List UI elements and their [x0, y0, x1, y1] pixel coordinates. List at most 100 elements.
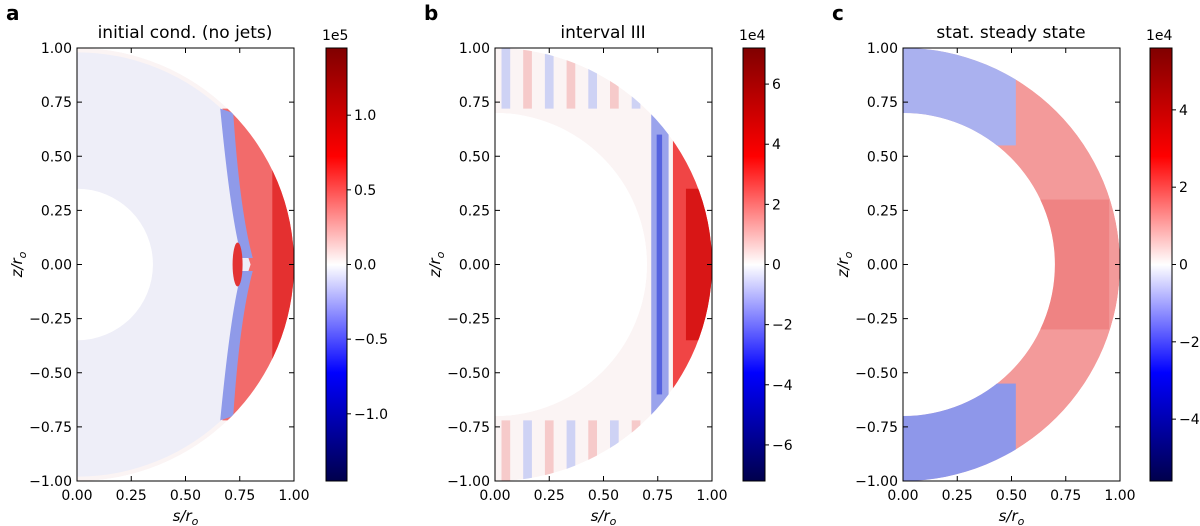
x-tick-label: 0.50 [170, 488, 201, 504]
colorbar-tick-label: 6 [772, 77, 781, 93]
y-axis-label: z/ro [426, 251, 447, 278]
colorbar-tick-label: −4 [1179, 412, 1200, 428]
x-tick-label: 0.75 [224, 488, 255, 504]
colorbar [1149, 47, 1173, 482]
y-tick-label: 0.00 [459, 258, 490, 274]
y-tick-label: 0.25 [867, 203, 898, 219]
y-tick-label: 0.75 [41, 95, 72, 111]
colorbar [742, 47, 766, 482]
x-axis-label: s/ro [173, 507, 199, 526]
x-tick-label: 0.25 [116, 488, 147, 504]
y-tick-label: −0.75 [447, 420, 490, 436]
y-tick-label: 0.25 [459, 203, 490, 219]
colorbar-tick-label: −2 [772, 318, 793, 334]
y-tick-label: 1.00 [459, 41, 490, 57]
y-tick-label: 0.50 [41, 149, 72, 165]
y-axis-label: z/ro [8, 251, 29, 278]
heatmap-stripe-bottom [501, 420, 511, 481]
heatmap-stripe-top [523, 48, 532, 109]
x-axis-label: s/ro [591, 507, 617, 526]
heatmap-equator-red [232, 242, 243, 287]
colorbar-tick-label: 0.5 [354, 183, 376, 199]
x-tick-label: 1.00 [696, 488, 727, 504]
colorbar-tick-label: −4 [772, 378, 793, 394]
x-tick-label: 1.00 [278, 488, 309, 504]
colorbar-tick-label: 2 [772, 197, 781, 213]
x-tick-label: 1.00 [1104, 488, 1135, 504]
colorbar-tick-label: 1.0 [354, 108, 376, 124]
y-tick-label: −0.75 [855, 420, 898, 436]
y-tick-label: −1.00 [855, 474, 898, 490]
colorbar-tick-label: −6 [772, 438, 793, 454]
x-axis-label: s/ro [999, 507, 1025, 526]
heatmap-stripe-top [544, 48, 554, 109]
panel-letter: a [6, 1, 20, 25]
y-tick-label: −1.00 [447, 474, 490, 490]
x-tick-label: 0.00 [887, 488, 918, 504]
colorbar [325, 47, 348, 482]
y-tick-label: −0.50 [447, 366, 490, 382]
x-axis-label-subscript: o [610, 515, 617, 526]
colorbar-tick-label: −0.5 [354, 332, 388, 348]
colorbar-tick-label: 0 [1179, 258, 1188, 274]
heatmap-stripe-bottom [523, 420, 532, 481]
heatmap-stripe-top [588, 48, 597, 109]
y-tick-label: −0.50 [855, 366, 898, 382]
y-tick-label: 0.75 [459, 95, 490, 111]
y-axis-label: z/ro [834, 251, 855, 278]
x-tick-label: 0.00 [479, 488, 510, 504]
heatmap-blue-core [656, 134, 663, 395]
colorbar-tick-label: 4 [1179, 103, 1188, 119]
y-tick-label: 1.00 [867, 41, 898, 57]
heatmap-halo [77, 52, 290, 477]
heatmap-stripe-bottom [588, 420, 597, 481]
heatmap-blue-band-top [220, 108, 253, 259]
y-tick-label: 0.50 [459, 149, 490, 165]
heatmap-field [77, 48, 294, 481]
y-tick-label: −0.25 [447, 312, 490, 328]
x-tick-label: 0.75 [642, 488, 673, 504]
panel-title: stat. steady state [936, 23, 1085, 43]
colorbar-multiplier: 1e4 [1146, 28, 1173, 44]
y-tick-label: −0.25 [29, 312, 72, 328]
heatmap-blue-band-bottom [220, 270, 253, 421]
panel-title: initial cond. (no jets) [98, 23, 273, 43]
colorbar-tick-label: 0 [772, 258, 781, 274]
y-tick-label: 0.00 [867, 258, 898, 274]
panel-a: 0.00 0.25 0.50 0.75 1.00 1.00 0.75 0.50 0.25 0.0 0… [6, 1, 388, 526]
panel-letter: b [424, 1, 438, 25]
heatmap-stripe-bottom [566, 420, 576, 481]
colorbar-tick-label: −1.0 [354, 407, 388, 423]
heatmap-stripe-top [501, 48, 511, 109]
colorbar-multiplier: 1e4 [739, 28, 766, 44]
heatmap-stripe-top [566, 48, 576, 109]
colorbar-tick-label: 4 [772, 137, 781, 153]
x-tick-label: 0.50 [588, 488, 619, 504]
colorbar-tick-label: −2 [1179, 335, 1200, 351]
colorbar-tick-label: 0.0 [354, 258, 376, 274]
y-tick-label: 0.25 [41, 203, 72, 219]
y-tick-label: 0.00 [41, 258, 72, 274]
colorbar-multiplier: 1e5 [322, 28, 348, 44]
y-axis-label-subscript: o [16, 251, 29, 258]
panel-title: interval III [560, 23, 645, 43]
panel-letter: c [832, 1, 844, 25]
y-tick-label: −0.25 [855, 312, 898, 328]
y-tick-label: 1.00 [41, 41, 72, 57]
colorbar-tick-label: 2 [1179, 180, 1188, 196]
y-axis-label-subscript: o [434, 251, 447, 258]
x-tick-label: 0.25 [942, 488, 973, 504]
x-axis-label-subscript: o [192, 515, 199, 526]
heatmap-shell [903, 48, 1120, 481]
y-tick-label: 0.75 [867, 95, 898, 111]
x-tick-label: 0.50 [996, 488, 1027, 504]
y-tick-label: 0.50 [867, 149, 898, 165]
panel-c: 0.00 0.25 0.50 0.75 1.00 1.00 0.75 0.50 0.25 0.00… [832, 1, 1200, 526]
y-tick-label: −1.00 [29, 474, 72, 490]
x-tick-label: 0.25 [534, 488, 565, 504]
panel-b: 0.00 0.25 0.50 0.75 1.00 1.00 0.75 0.50 0.25 0.00… [424, 1, 793, 526]
x-tick-label: 0.75 [1050, 488, 1081, 504]
heatmap-stripe-bottom [544, 420, 554, 481]
